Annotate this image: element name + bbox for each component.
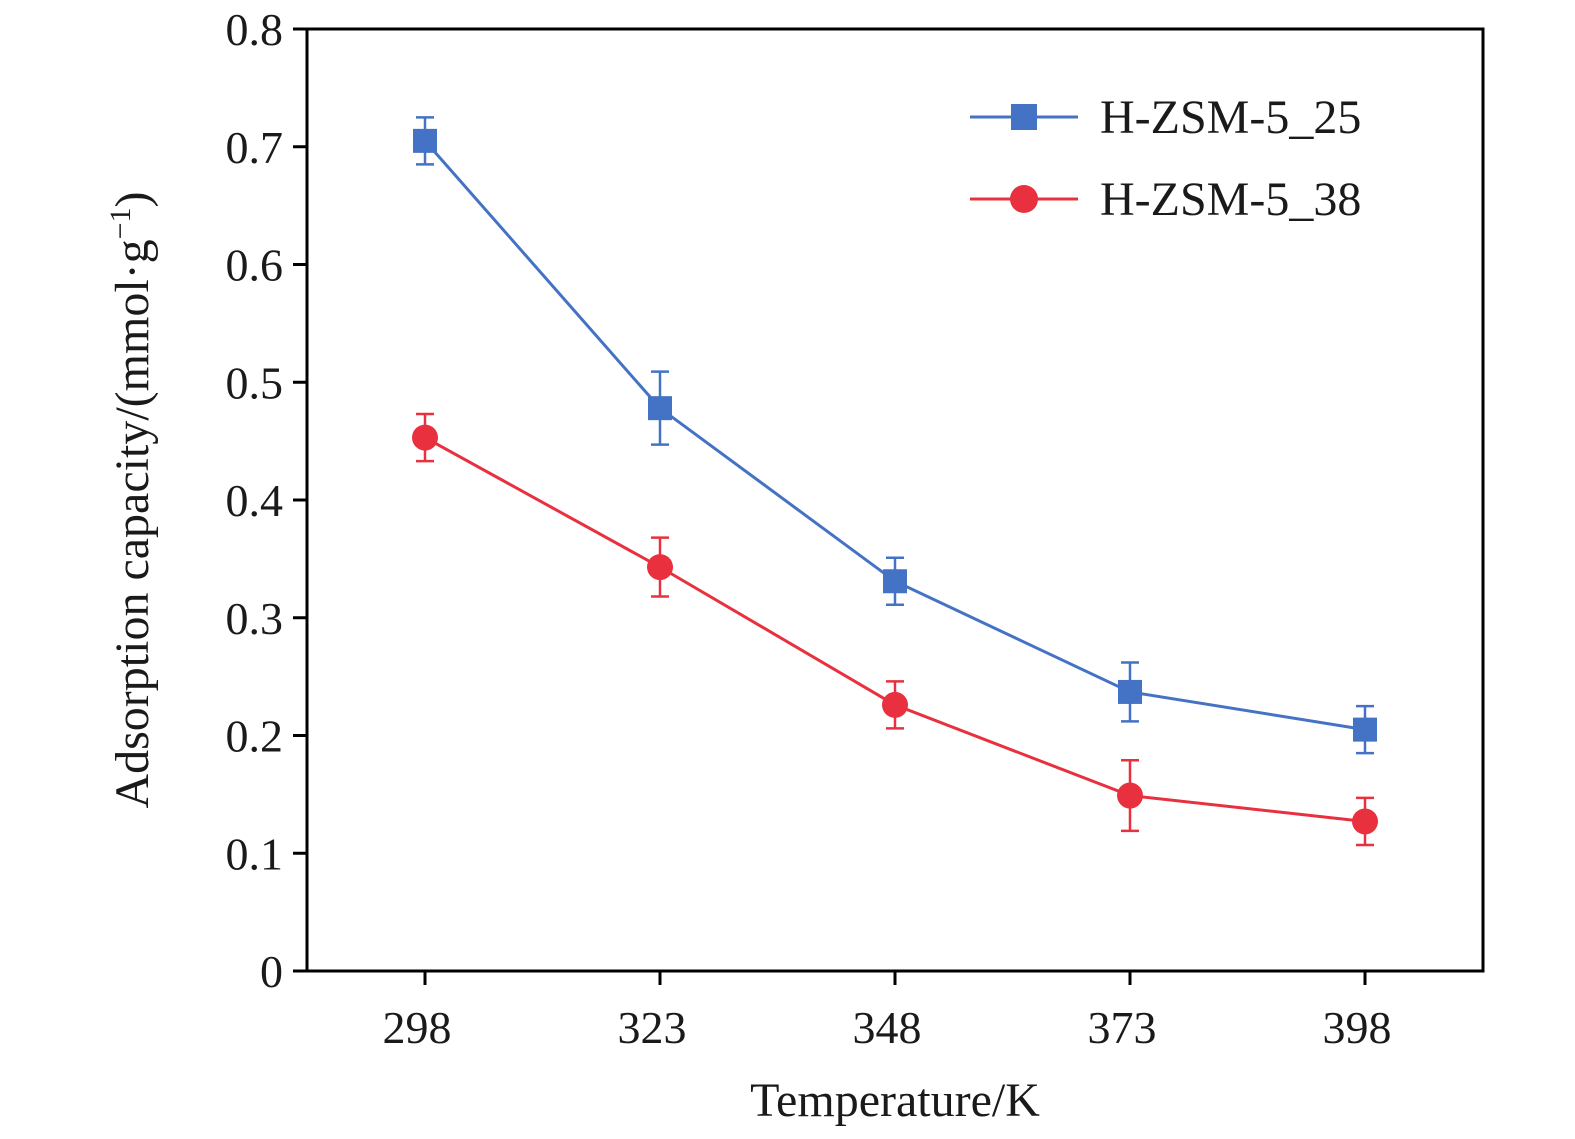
series-layer <box>412 116 1378 847</box>
data-point <box>1353 717 1377 742</box>
x-tick-label: 398 <box>1323 1002 1392 1053</box>
plot-frame <box>305 27 1485 973</box>
y-tick-label: 0 <box>260 946 283 997</box>
series-line <box>423 139 1366 732</box>
legend-label: H-ZSM-5_25 <box>1100 91 1361 144</box>
data-point <box>1117 782 1143 809</box>
legend: H-ZSM-5_25 H-ZSM-5_38 <box>970 91 1361 226</box>
x-axis: 298 323 348 373 398 <box>383 971 1392 1053</box>
x-axis-title: Temperature/K <box>750 1074 1040 1127</box>
y-axis-title-end: ) <box>106 191 159 207</box>
plot-border <box>305 27 1485 973</box>
x-tick-label: 348 <box>853 1002 922 1053</box>
data-point <box>883 569 907 594</box>
data-point <box>413 128 437 153</box>
y-axis-title-superscript: −1 <box>104 207 137 239</box>
data-point <box>1118 679 1142 704</box>
data-point <box>647 554 673 581</box>
series-1 <box>413 116 1377 755</box>
data-point <box>1352 808 1378 835</box>
y-tick-label: 0.3 <box>226 593 284 644</box>
legend-marker <box>1010 185 1038 213</box>
series-line <box>424 436 1366 823</box>
y-axis-title-main: Adsorption capacity/(mmol·g <box>106 239 159 808</box>
x-tick-label: 298 <box>383 1002 452 1053</box>
y-tick-label: 0.5 <box>226 357 284 408</box>
data-point <box>412 424 438 451</box>
y-tick-label: 0.4 <box>226 475 284 526</box>
legend-label: H-ZSM-5_38 <box>1100 173 1361 226</box>
x-tick-label: 323 <box>618 1002 687 1053</box>
data-point <box>882 691 908 718</box>
legend-marker <box>1011 104 1037 130</box>
y-tick-label: 0.2 <box>226 711 284 762</box>
legend-item-2: H-ZSM-5_38 <box>970 173 1361 226</box>
series-2 <box>412 412 1378 847</box>
data-point <box>648 396 672 421</box>
y-axis-title: Adsorption capacity/(mmol·g−1) <box>104 191 159 808</box>
x-tick-label: 373 <box>1088 1002 1157 1053</box>
y-tick-label: 0.1 <box>226 828 284 879</box>
y-tick-label: 0.7 <box>226 122 284 173</box>
y-tick-label: 0.8 <box>226 4 284 55</box>
y-axis: 0 0.1 0.2 0.3 0.4 0.5 0.6 0.7 0.8 <box>226 4 307 997</box>
y-tick-label: 0.6 <box>226 240 284 291</box>
legend-item-1: H-ZSM-5_25 <box>970 91 1361 144</box>
